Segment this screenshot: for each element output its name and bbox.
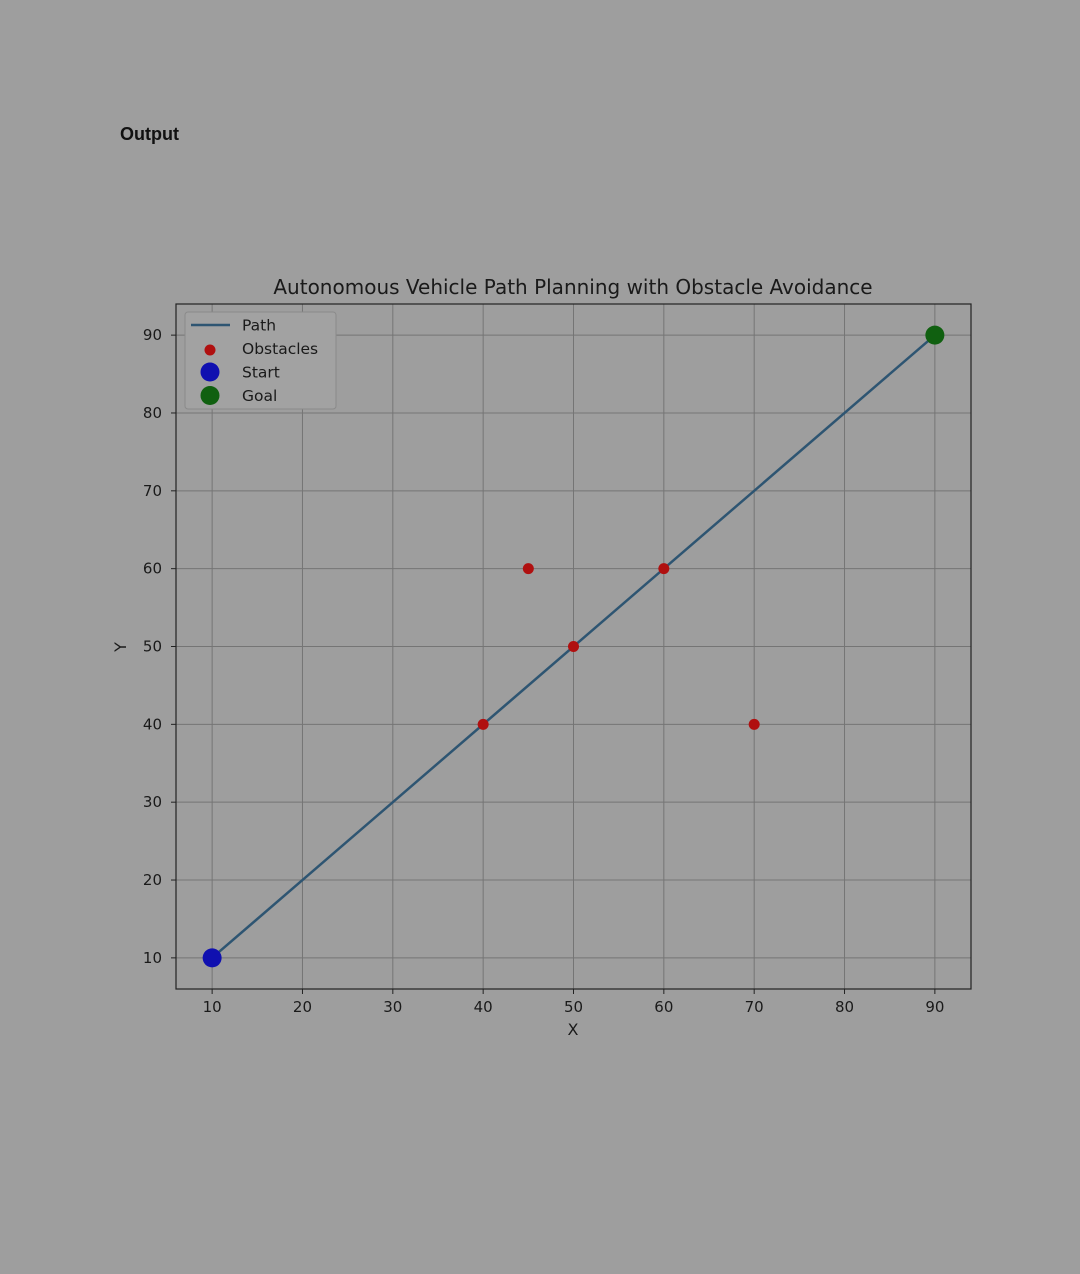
y-tick-label: 20 (143, 871, 162, 889)
x-tick-label: 10 (203, 998, 222, 1016)
obstacles-point (568, 641, 579, 652)
legend-label: Path (242, 317, 276, 335)
x-tick-label: 90 (925, 998, 944, 1016)
x-tick-label: 60 (654, 998, 673, 1016)
y-tick-label: 40 (143, 715, 162, 733)
y-tick-label: 30 (143, 793, 162, 811)
obstacles-point (748, 718, 760, 730)
y-tick-label: 50 (143, 638, 162, 656)
y-tick-label: 90 (143, 326, 162, 344)
obstacles-point (477, 718, 489, 730)
y-tick-labels: 10 20 30 40 50 60 70 80 90 (143, 326, 176, 967)
legend-dot-marker (204, 344, 216, 356)
goal-point (925, 325, 945, 345)
y-axis-label: Y (111, 642, 130, 653)
x-tick-label: 20 (293, 998, 312, 1016)
chart-title: Autonomous Vehicle Path Planning with Ob… (273, 275, 872, 299)
x-tick-label: 30 (383, 998, 402, 1016)
output-label: Output (120, 124, 179, 144)
x-tick-label: 80 (835, 998, 854, 1016)
start-point (202, 948, 222, 968)
legend: Path Obstacles Start Goal (184, 311, 337, 410)
obstacles-point (522, 563, 534, 575)
legend-label: Obstacles (242, 340, 318, 358)
x-tick-label: 70 (745, 998, 764, 1016)
y-tick-label: 10 (143, 949, 162, 967)
legend-dot-marker (200, 362, 220, 382)
legend-box (184, 311, 337, 410)
legend-label: Start (242, 364, 280, 382)
x-tick-label: 40 (474, 998, 493, 1016)
y-tick-label: 70 (143, 482, 162, 500)
y-tick-label: 80 (143, 404, 162, 422)
grid-lines (176, 304, 971, 989)
x-tick-labels: 10 20 30 40 50 60 70 80 90 (203, 989, 944, 1016)
legend-label: Goal (242, 387, 277, 405)
obstacles-point (658, 563, 670, 575)
x-axis-label: X (568, 1020, 579, 1039)
y-tick-label: 60 (143, 560, 162, 578)
x-tick-label: 50 (564, 998, 583, 1016)
legend-dot-marker (200, 386, 220, 405)
plot-series (202, 325, 945, 968)
